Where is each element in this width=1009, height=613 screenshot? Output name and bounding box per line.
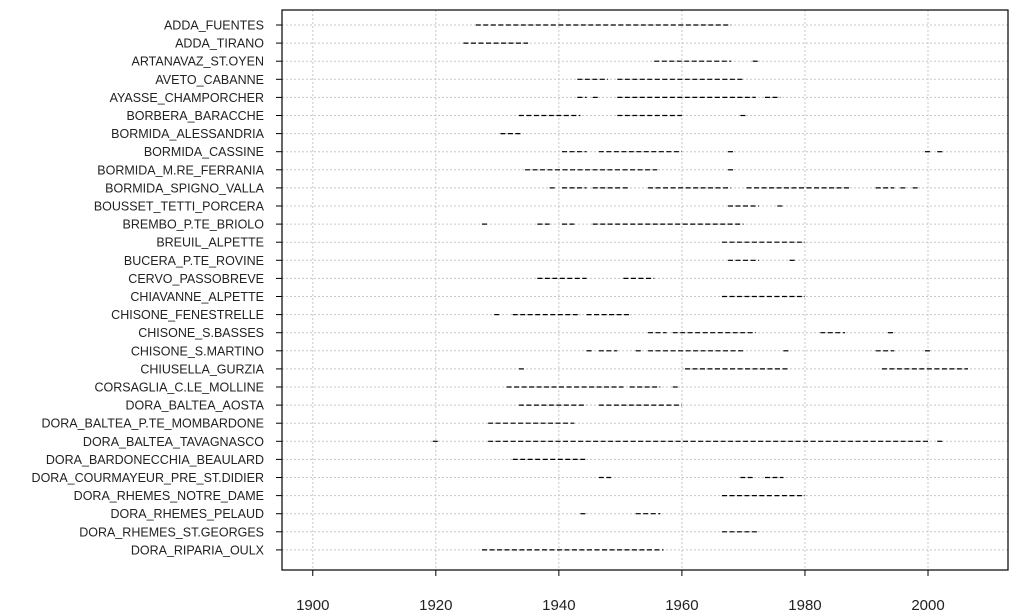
station-label: BREMBO_P.TE_BRIOLO bbox=[123, 218, 265, 232]
station-label: DORA_BALTEA_TAVAGNASCO bbox=[83, 435, 264, 449]
station-label: CHIUSELLA_GURZIA bbox=[140, 362, 264, 376]
station-label: DORA_RHEMES_NOTRE_DAME bbox=[74, 489, 264, 503]
segments-layer bbox=[432, 24, 969, 551]
station-label: CERVO_PASSOBREVE bbox=[128, 272, 264, 286]
station-label: DORA_RHEMES_PELAUD bbox=[110, 507, 264, 521]
x-tick-label: 1920 bbox=[419, 597, 452, 613]
station-label: BOUSSET_TETTI_PORCERA bbox=[94, 200, 265, 214]
station-label: CHIAVANNE_ALPETTE bbox=[130, 290, 264, 304]
station-label: DORA_BARDONECCHIA_BEAULARD bbox=[46, 453, 264, 467]
station-label: ADDA_FUENTES bbox=[164, 19, 264, 33]
plot-frame bbox=[281, 9, 1009, 571]
station-label: AVETO_CABANNE bbox=[155, 73, 264, 87]
x-tick-label: 1960 bbox=[665, 597, 698, 613]
station-label: CHISONE_FENESTRELLE bbox=[111, 308, 264, 322]
station-label: BORMIDA_SPIGNO_VALLA bbox=[105, 181, 265, 195]
station-label: ARTANAVAZ_ST.OYEN bbox=[132, 55, 264, 69]
station-label: BREUIL_ALPETTE bbox=[156, 236, 264, 250]
station-label: DORA_BALTEA_P.TE_MOMBARDONE bbox=[41, 417, 264, 431]
station-label: AYASSE_CHAMPORCHER bbox=[110, 91, 264, 105]
station-label: CHISONE_S.MARTINO bbox=[131, 344, 264, 358]
station-label: BORMIDA_M.RE_FERRANIA bbox=[97, 163, 264, 177]
y-labels-layer: ADDA_FUENTES ADDA_TIRANO ARTANAVAZ_ST.OYEN… bbox=[32, 19, 282, 557]
station-label: DORA_RHEMES_ST.GEORGES bbox=[79, 525, 264, 539]
station-label: BORBERA_BARACCHE bbox=[126, 109, 264, 123]
station-label: DORA_BALTEA_AOSTA bbox=[126, 399, 265, 413]
x-tick-label: 1940 bbox=[542, 597, 575, 613]
station-label: ADDA_TIRANO bbox=[175, 37, 264, 51]
x-ticks-layer: 1900 1920 1940 1960 1980 2000 bbox=[296, 570, 945, 613]
station-label: BORMIDA_ALESSANDRIA bbox=[111, 127, 264, 141]
station-label: BORMIDA_CASSINE bbox=[144, 145, 264, 159]
station-label: CHISONE_S.BASSES bbox=[138, 326, 264, 340]
station-label: BUCERA_P.TE_ROVINE bbox=[124, 254, 264, 268]
station-label: DORA_RIPARIA_OULX bbox=[131, 543, 265, 557]
x-tick-label: 1900 bbox=[296, 597, 329, 613]
x-tick-label: 1980 bbox=[788, 597, 821, 613]
station-label: DORA_COURMAYEUR_PRE_ST.DIDIER bbox=[32, 471, 264, 485]
grid-layer bbox=[282, 10, 1008, 570]
x-tick-label: 2000 bbox=[911, 597, 944, 613]
station-label: CORSAGLIA_C.LE_MOLLINE bbox=[94, 381, 264, 395]
